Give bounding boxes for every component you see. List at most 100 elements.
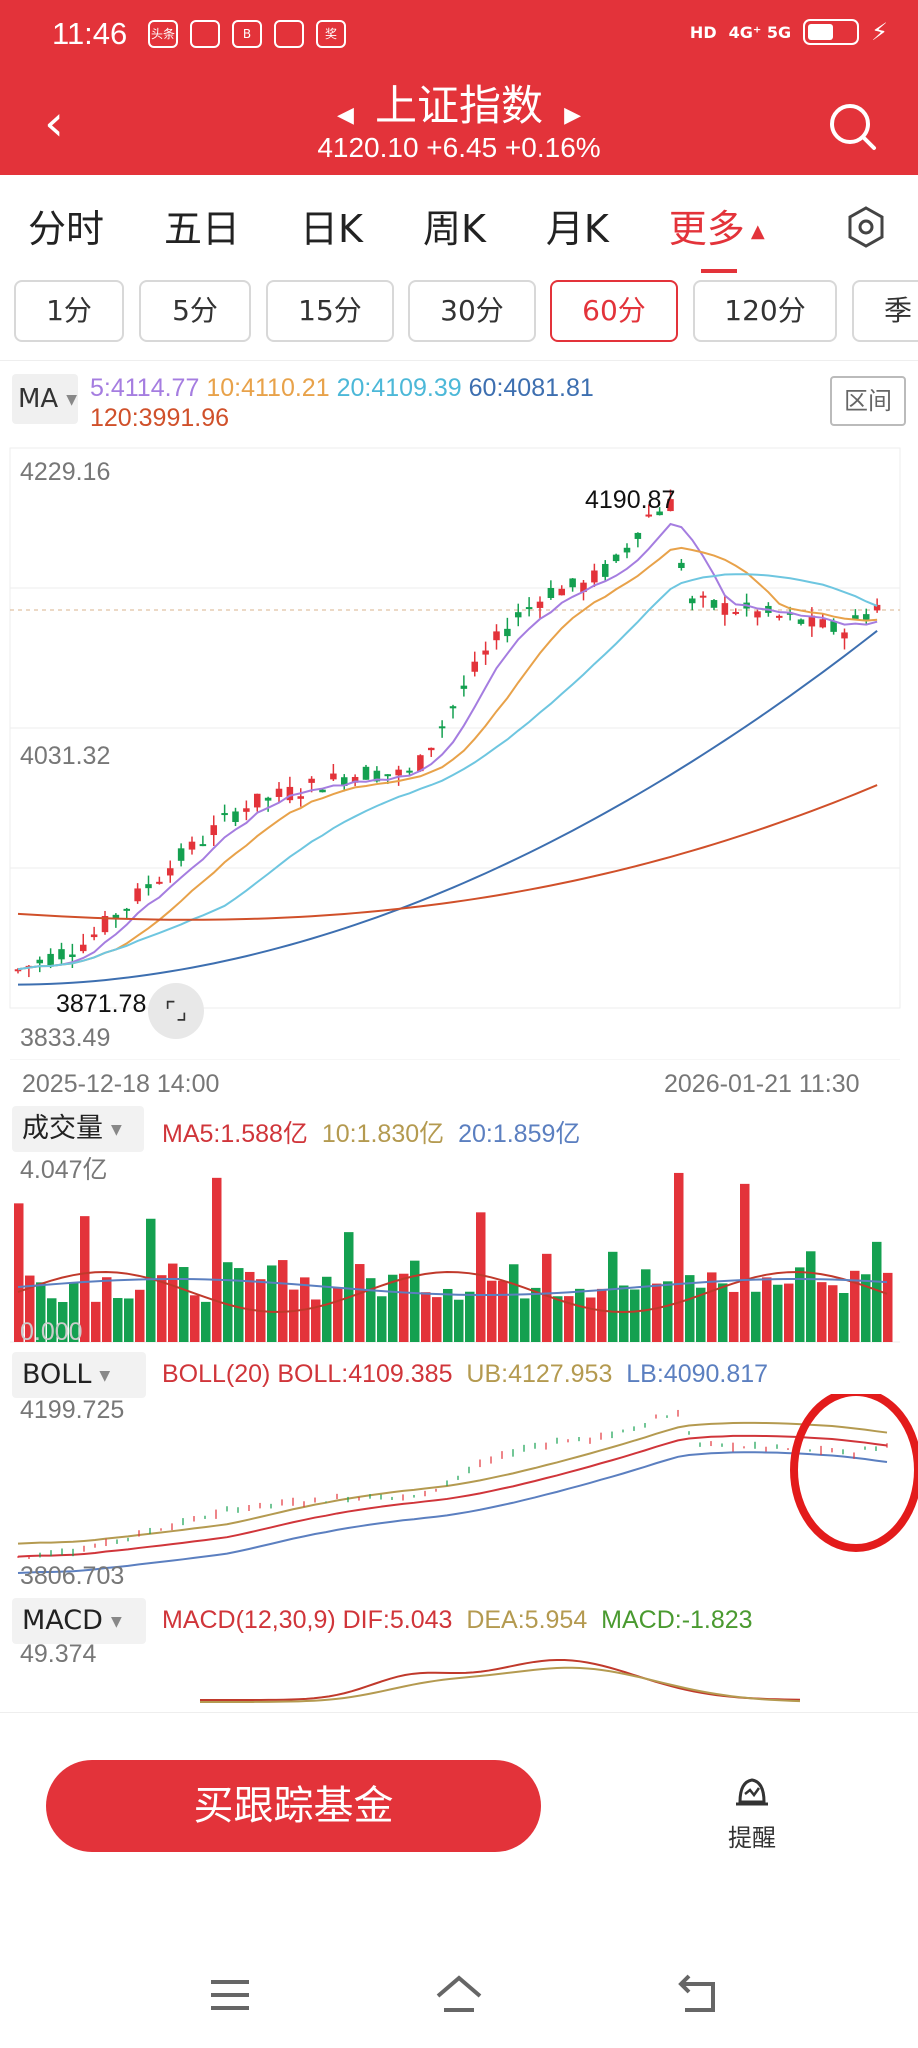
- notification-icon: B: [232, 20, 262, 48]
- caret-up-icon: ▲: [750, 220, 765, 242]
- candle-body: [90, 934, 98, 938]
- alert-button[interactable]: 提醒: [718, 1772, 786, 1853]
- volume-bar: [135, 1289, 145, 1342]
- period-120min[interactable]: 120分: [693, 280, 837, 342]
- tab-daily-k[interactable]: 日K: [300, 206, 363, 251]
- volume-bar: [652, 1283, 662, 1342]
- volume-bar: [190, 1295, 200, 1342]
- volume-bar: [883, 1272, 893, 1342]
- search-icon[interactable]: [826, 100, 878, 152]
- expand-icon[interactable]: ⌜⌟: [148, 983, 204, 1039]
- volume-ma10: 10:1.830亿: [321, 1120, 445, 1148]
- volume-bar: [388, 1274, 398, 1342]
- volume-bar: [597, 1288, 607, 1342]
- candle-body: [427, 747, 435, 751]
- candle-body: [808, 615, 816, 627]
- period-15min[interactable]: 15分: [266, 280, 394, 342]
- date-end: 2026-01-21 11:30: [664, 1070, 860, 1098]
- candle-body: [699, 595, 707, 598]
- tab-monthly-k[interactable]: 月K: [545, 206, 609, 251]
- ma-selector[interactable]: MA ▼: [12, 374, 78, 424]
- candle-body: [47, 953, 54, 966]
- period-5min[interactable]: 5分: [139, 280, 251, 342]
- candle-body: [69, 954, 76, 958]
- macd-dea: DEA:5.954: [466, 1606, 588, 1634]
- signal-icon: 4G⁺ 5G: [728, 22, 792, 42]
- volume-min: 0.000: [20, 1318, 83, 1346]
- volume-bar: [234, 1268, 244, 1342]
- boll-max: 4199.725: [20, 1396, 125, 1424]
- boll-selector[interactable]: BOLL ▼: [12, 1352, 146, 1398]
- ma60-value: 60:4081.81: [468, 374, 594, 402]
- candlestick-chart[interactable]: [0, 440, 918, 1060]
- settings-icon[interactable]: [844, 205, 888, 249]
- candle-body: [830, 621, 837, 632]
- buy-tracking-fund-button[interactable]: 买跟踪基金: [46, 1760, 541, 1852]
- volume-bar: [828, 1285, 838, 1342]
- candle-body: [297, 796, 305, 799]
- candle-body: [395, 769, 402, 776]
- notification-icon: 奖: [316, 20, 346, 48]
- volume-bar: [399, 1273, 409, 1342]
- volume-bar: [201, 1301, 211, 1342]
- candle-body: [841, 632, 848, 639]
- volume-bar: [773, 1284, 783, 1342]
- ma60-line: [17, 630, 878, 986]
- index-quote: 4120.10 +6.45 +0.16%: [317, 132, 601, 163]
- volume-bar: [245, 1271, 255, 1342]
- candle-body: [460, 685, 468, 689]
- volume-bar: [553, 1296, 563, 1342]
- volume-bar: [157, 1275, 167, 1342]
- home-icon[interactable]: [434, 1970, 484, 2020]
- tab-five-day[interactable]: 五日: [164, 206, 241, 251]
- macd-params: MACD(12,30,9): [162, 1606, 336, 1634]
- charging-icon: ⚡: [871, 18, 888, 46]
- volume-bar: [641, 1269, 651, 1342]
- ma20-value: 20:4109.39: [336, 374, 462, 402]
- volume-selector[interactable]: 成交量 ▼: [12, 1106, 144, 1152]
- macd-chart: [199, 1658, 801, 1703]
- tab-more[interactable]: 更多 ▲: [669, 198, 765, 273]
- alert-label: 提醒: [728, 1824, 776, 1852]
- ma-selector-label: MA: [18, 384, 59, 414]
- boll-values: BOLL(20) BOLL:4109.385 UB:4127.953 LB:40…: [162, 1360, 768, 1389]
- prev-index-icon[interactable]: ◀: [336, 103, 354, 128]
- macd-dea-line: [199, 1666, 801, 1703]
- macd-selector[interactable]: MACD ▼: [12, 1598, 146, 1644]
- range-button[interactable]: 区间: [830, 376, 906, 426]
- volume-bar: [564, 1296, 574, 1342]
- period-60min[interactable]: 60分: [550, 280, 678, 342]
- candle-body: [775, 615, 783, 618]
- chevron-down-icon: ▼: [110, 1613, 122, 1630]
- volume-bar: [542, 1253, 552, 1342]
- back-nav-icon[interactable]: [675, 1970, 725, 2020]
- candle-body: [438, 726, 446, 729]
- volume-selector-label: 成交量: [22, 1113, 103, 1144]
- macd-dif-line: [199, 1658, 801, 1701]
- volume-bar: [674, 1172, 684, 1342]
- candle-body: [210, 825, 218, 836]
- candle-body: [558, 588, 566, 596]
- candle-body: [514, 612, 522, 618]
- candle-body: [79, 944, 87, 952]
- back-button[interactable]: ‹: [44, 94, 64, 152]
- tab-weekly-k[interactable]: 周K: [422, 206, 486, 251]
- period-quarter[interactable]: 季: [852, 280, 918, 342]
- candle-body: [710, 600, 718, 608]
- volume-bar: [608, 1251, 618, 1342]
- volume-bar: [861, 1274, 871, 1342]
- macd-max: 49.374: [20, 1640, 97, 1668]
- volume-bar: [322, 1276, 332, 1342]
- volume-bar: [586, 1297, 596, 1342]
- volume-bar: [663, 1281, 673, 1342]
- period-30min[interactable]: 30分: [408, 280, 536, 342]
- tab-intraday[interactable]: 分时: [28, 206, 105, 251]
- candle-body: [112, 914, 120, 920]
- period-1min[interactable]: 1分: [14, 280, 124, 342]
- boll-ub: UB:4127.953: [466, 1360, 613, 1388]
- next-index-icon[interactable]: ▶: [564, 103, 582, 128]
- title-row: ◀ 上证指数 ▶: [0, 72, 918, 133]
- menu-icon[interactable]: [205, 1970, 255, 2020]
- battery-icon: [803, 19, 860, 45]
- volume-bar: [113, 1298, 123, 1342]
